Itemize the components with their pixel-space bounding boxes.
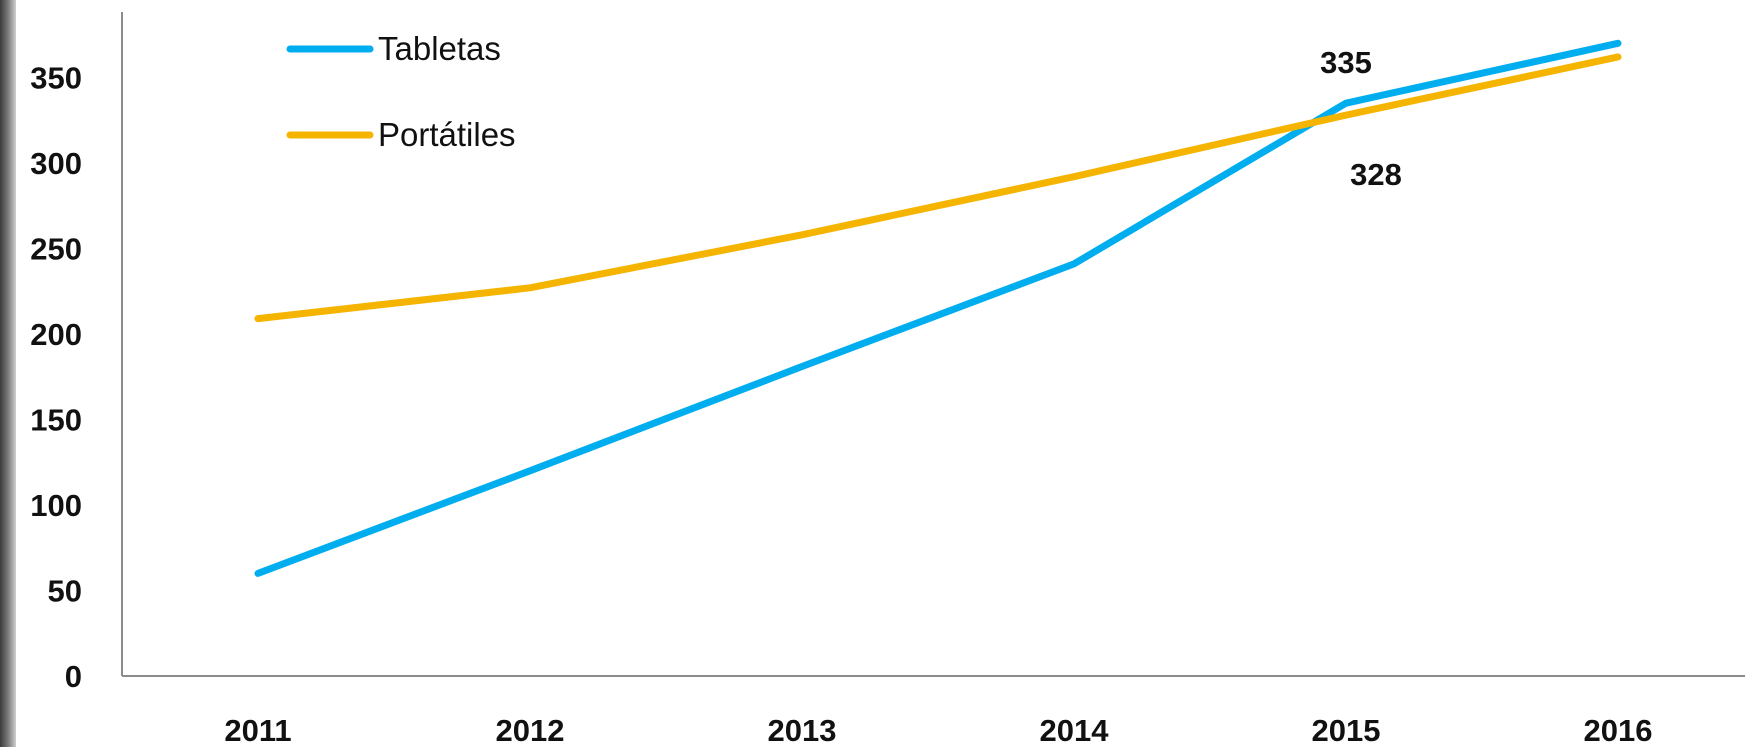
x-tick-label: 2015 — [1312, 713, 1381, 747]
x-tick-label: 2014 — [1040, 713, 1110, 747]
y-tick-label: 300 — [30, 146, 82, 181]
y-tick-label: 0 — [65, 659, 82, 694]
left-edge-shadow — [0, 0, 16, 747]
series-line-tabletas — [254, 39, 1622, 577]
y-tick-label: 250 — [30, 232, 82, 267]
y-tick-label: 100 — [30, 488, 82, 523]
legend-label: Portátiles — [378, 116, 516, 153]
y-tick-label: 150 — [30, 403, 82, 438]
series-line-portatiles — [254, 53, 1622, 323]
x-tick-label: 2012 — [496, 713, 565, 747]
y-tick-label: 50 — [48, 574, 82, 609]
y-tick-label: 200 — [30, 317, 82, 352]
x-tick-label: 2016 — [1584, 713, 1653, 747]
data-label: 335 — [1320, 45, 1372, 80]
x-tick-label: 2011 — [224, 713, 291, 747]
x-tick-label: 2013 — [768, 713, 837, 747]
legend-label: Tabletas — [378, 30, 501, 67]
data-label: 328 — [1350, 157, 1402, 192]
y-tick-label: 350 — [30, 61, 82, 96]
